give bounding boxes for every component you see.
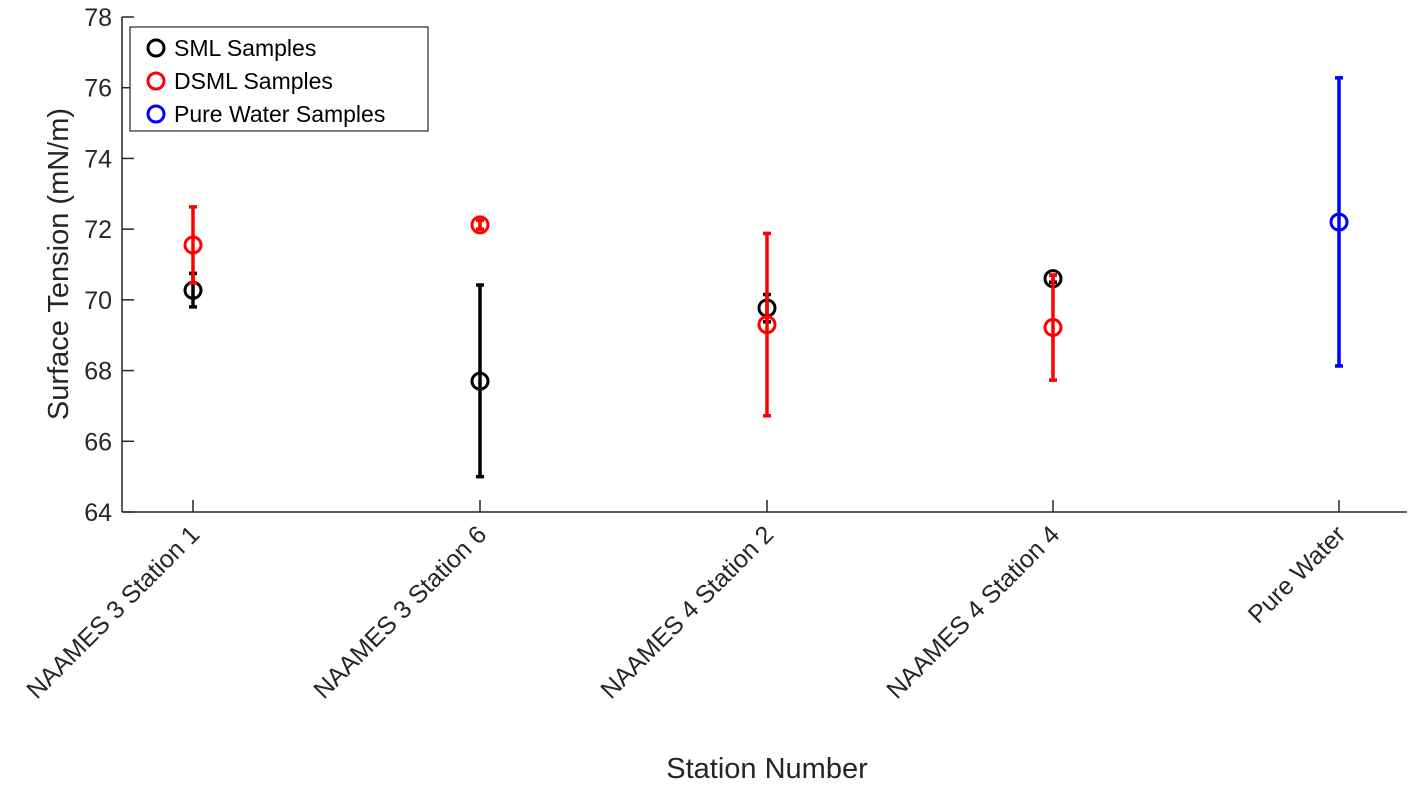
- y-tick-label: 70: [84, 287, 112, 315]
- data-point: [470, 215, 490, 235]
- y-axis-title: Surface Tension (mN/m): [43, 108, 75, 420]
- y-tick-label: 74: [84, 145, 112, 173]
- data-point: [1329, 212, 1349, 232]
- x-tick-label: Pure Water: [1243, 520, 1352, 629]
- data-point: [183, 235, 203, 255]
- y-tick-label: 68: [84, 358, 112, 386]
- legend-marker: [146, 38, 166, 58]
- x-tick-label: NAAMES 4 Station 2: [595, 520, 779, 704]
- x-tick-label: NAAMES 4 Station 4: [881, 520, 1065, 704]
- data-point: [470, 371, 490, 391]
- x-axis-title: Station Number: [666, 753, 868, 785]
- legend-marker: [146, 104, 166, 124]
- x-tick-label: NAAMES 3 Station 1: [21, 520, 205, 704]
- y-tick-label: 66: [84, 428, 112, 456]
- legend-marker: [146, 71, 166, 91]
- legend-label: DSML Samples: [174, 68, 333, 94]
- y-tick-label: 76: [84, 75, 112, 103]
- legend-label: SML Samples: [174, 35, 316, 61]
- data-marks: [183, 76, 1349, 479]
- legend-box: [129, 26, 429, 132]
- legend-label: Pure Water Samples: [174, 101, 385, 127]
- y-tick-label: 72: [84, 216, 112, 244]
- x-tick-label: NAAMES 3 Station 6: [308, 520, 492, 704]
- y-tick-label: 64: [84, 499, 112, 527]
- y-tick-label: 78: [84, 4, 112, 32]
- legend: SML Samples DSML Samples Pure Water Sample…: [129, 26, 429, 132]
- data-point: [757, 315, 777, 335]
- data-point: [1043, 317, 1063, 337]
